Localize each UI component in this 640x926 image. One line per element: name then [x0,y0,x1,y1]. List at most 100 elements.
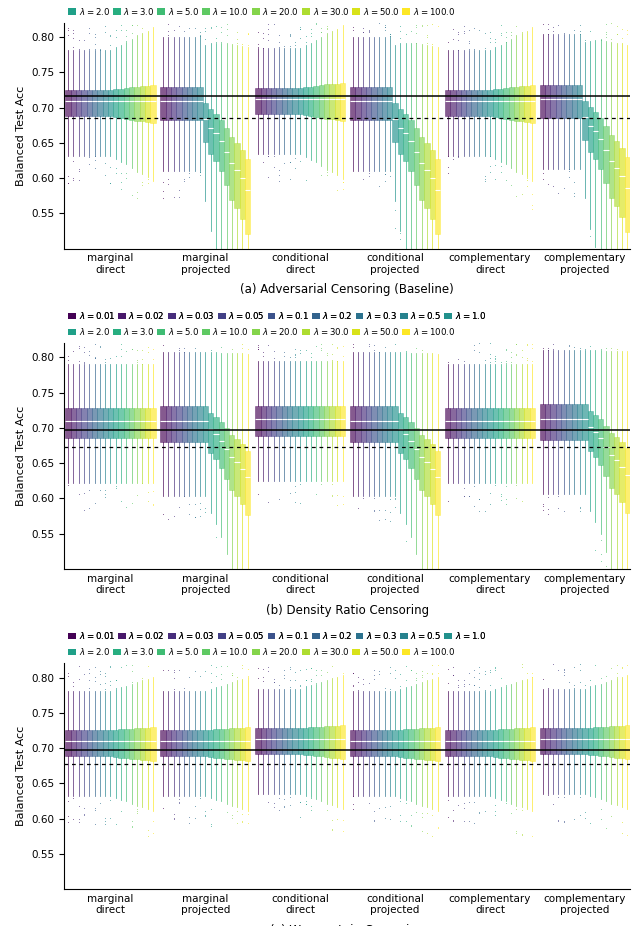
Bar [572,728,577,755]
Bar [456,90,461,116]
Bar [514,87,519,120]
Bar [335,83,340,120]
Bar [408,729,413,758]
Bar [166,730,171,757]
Bar [176,730,182,757]
Bar [598,419,604,466]
Bar [498,89,503,118]
Bar [361,406,366,442]
Bar [355,87,361,120]
Bar [503,729,509,758]
Bar [108,730,113,757]
Bar [382,406,387,442]
Bar [118,89,124,118]
Bar [413,729,419,758]
Bar [403,417,408,459]
Bar [176,406,182,442]
Bar [593,415,598,457]
Bar [255,728,260,755]
Bar [282,407,287,436]
Bar [171,87,176,120]
Bar [129,729,134,758]
Bar [498,730,503,757]
Bar [556,404,561,440]
Bar [556,85,561,119]
Bar [614,437,620,494]
Bar [487,408,493,438]
Bar [161,87,166,120]
Bar [604,126,609,183]
Bar [166,87,171,120]
Bar [335,725,340,758]
Bar [81,408,86,438]
X-axis label: (b) Density Ratio Censoring: (b) Density Ratio Censoring [266,604,429,617]
Bar [187,87,192,120]
Bar [208,413,213,453]
Bar [387,406,392,442]
Bar [97,730,102,757]
Bar [424,439,429,496]
Bar [213,730,219,757]
Bar [503,88,509,119]
Bar [355,730,361,757]
Bar [392,406,398,442]
Bar [530,408,535,438]
Bar [145,85,150,122]
Bar [398,413,403,453]
Bar [260,88,266,114]
Bar [472,90,477,116]
Bar [466,730,472,757]
Bar [197,87,203,120]
Bar [376,87,382,120]
Bar [456,408,461,438]
Bar [314,407,319,436]
Bar [271,88,276,114]
Bar [545,728,550,755]
Bar [403,730,408,757]
Bar [292,88,298,114]
Bar [76,90,81,116]
Bar [487,730,493,757]
Bar [429,728,435,760]
Bar [245,451,250,515]
Bar [620,442,625,502]
Bar [625,157,630,232]
X-axis label: (a) Adversarial Censoring (Baseline): (a) Adversarial Censoring (Baseline) [241,283,454,296]
Bar [308,407,314,436]
Bar [303,407,308,436]
Bar [224,429,229,479]
Bar [208,730,213,757]
Bar [376,730,382,757]
Bar [604,426,609,477]
Bar [298,728,303,755]
Bar [203,103,208,142]
Bar [224,729,229,758]
Bar [203,730,208,757]
Bar [435,727,440,761]
Bar [330,726,335,757]
Bar [330,407,335,436]
Bar [620,147,625,217]
Bar [588,728,593,755]
Bar [387,730,392,757]
Bar [255,407,260,436]
Bar [609,135,614,198]
Bar [118,408,124,438]
Bar [129,408,134,438]
Bar [566,728,572,755]
Bar [140,86,145,121]
Bar [593,112,598,159]
Bar [350,730,355,757]
Bar [166,406,171,442]
Bar [324,726,330,757]
Bar [192,87,197,120]
Bar [540,728,545,755]
Bar [435,451,440,515]
Bar [609,726,614,757]
Bar [403,114,408,161]
Bar [97,408,102,438]
Bar [556,728,561,755]
Bar [540,85,545,119]
Bar [540,404,545,440]
Bar [324,84,330,119]
